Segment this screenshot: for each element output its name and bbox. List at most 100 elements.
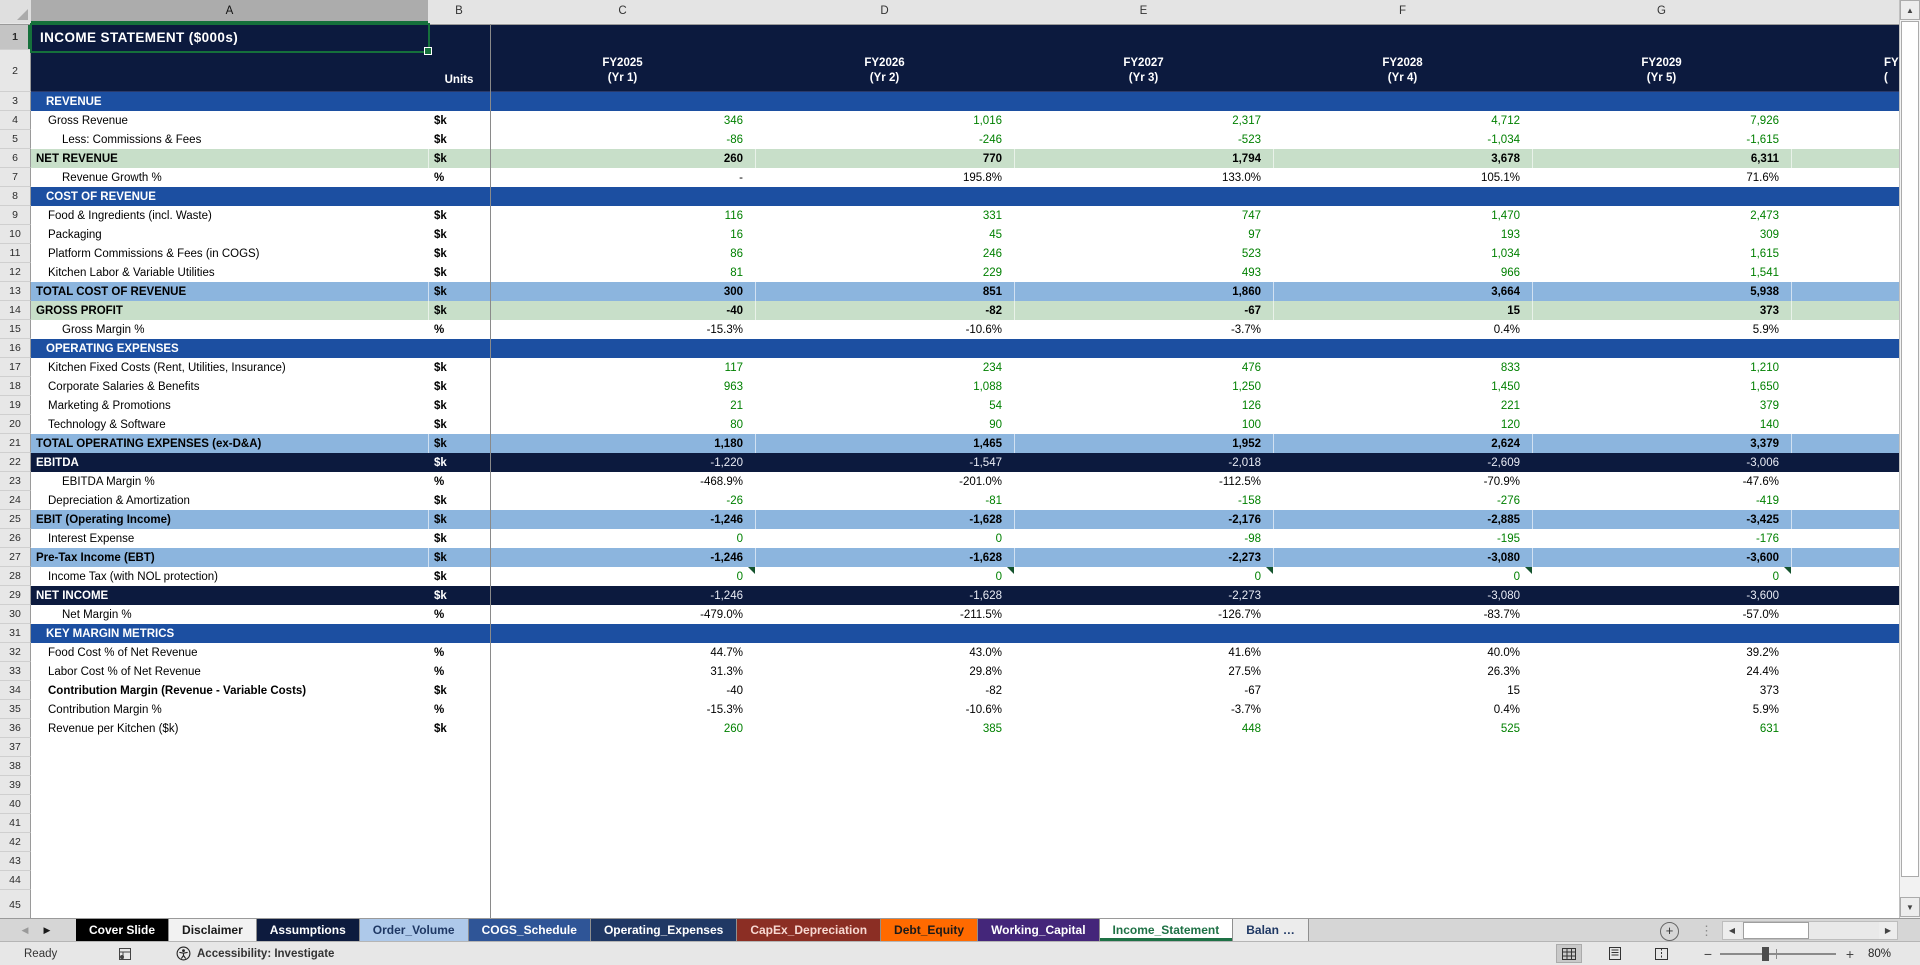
cell-G28[interactable]: 0 bbox=[1532, 567, 1791, 586]
cell-E30[interactable]: -126.7% bbox=[1218, 608, 1261, 621]
zoom-slider-track[interactable] bbox=[1720, 953, 1836, 955]
cell-F11[interactable]: 1,034 bbox=[1491, 247, 1520, 260]
cell-C17[interactable]: 117 bbox=[724, 361, 743, 374]
cell-F12[interactable]: 966 bbox=[1500, 266, 1520, 279]
row-label-5[interactable]: Less: Commissions & Fees bbox=[62, 133, 202, 146]
cell-C18[interactable]: 963 bbox=[723, 380, 743, 393]
cell-C23[interactable]: -468.9% bbox=[700, 475, 743, 488]
tab-scroll-right-icon[interactable]: ▶ bbox=[43, 924, 51, 935]
row-header-34[interactable]: 34 bbox=[0, 681, 31, 700]
cell-C29[interactable]: -1,246 bbox=[710, 589, 743, 602]
cell-F18[interactable]: 1,450 bbox=[1491, 380, 1520, 393]
cell-G26[interactable]: -176 bbox=[1755, 532, 1779, 545]
cell-E18[interactable]: 1,250 bbox=[1232, 380, 1261, 393]
row-header-8[interactable]: 8 bbox=[0, 187, 31, 206]
cell-B28[interactable]: $k bbox=[434, 570, 447, 583]
cell-B36[interactable]: $k bbox=[434, 722, 447, 735]
cell-C30[interactable]: -479.0% bbox=[700, 608, 743, 621]
cell-B13[interactable]: $k bbox=[434, 285, 447, 298]
column-header-D[interactable]: D bbox=[755, 0, 1015, 23]
cell-B12[interactable]: $k bbox=[434, 266, 447, 279]
row-label-25[interactable]: EBIT (Operating Income) bbox=[36, 513, 171, 526]
cell-D17[interactable]: 234 bbox=[982, 361, 1002, 374]
cell-D4[interactable]: 1,016 bbox=[973, 114, 1002, 127]
sheet-tab-operating-expenses[interactable]: Operating_Expenses bbox=[590, 919, 738, 941]
cell-F32[interactable]: 40.0% bbox=[1487, 646, 1520, 659]
row-header-43[interactable]: 43 bbox=[0, 852, 31, 871]
cell-F19[interactable]: 221 bbox=[1500, 399, 1520, 412]
cell-G36[interactable]: 631 bbox=[1759, 722, 1779, 735]
cell-F23[interactable]: -70.9% bbox=[1483, 475, 1520, 488]
cell-D3[interactable] bbox=[755, 92, 1014, 111]
cell-E35[interactable]: -3.7% bbox=[1230, 703, 1261, 716]
row-header-28[interactable]: 28 bbox=[0, 567, 31, 586]
row-label-29[interactable]: NET INCOME bbox=[36, 589, 109, 602]
cell-F14[interactable]: 15 bbox=[1507, 304, 1520, 317]
row-label-21[interactable]: TOTAL OPERATING EXPENSES (ex-D&A) bbox=[36, 437, 262, 450]
cell-D21[interactable]: 1,465 bbox=[973, 437, 1002, 450]
cell-D25[interactable]: -1,628 bbox=[969, 513, 1002, 526]
cell-B19[interactable]: $k bbox=[434, 399, 447, 412]
cell-E12[interactable]: 493 bbox=[1241, 266, 1261, 279]
cell-D35[interactable]: -10.6% bbox=[965, 703, 1002, 716]
column-header-C[interactable]: C bbox=[490, 0, 756, 23]
cell-B15[interactable]: % bbox=[434, 323, 445, 336]
cell-D20[interactable]: 90 bbox=[989, 418, 1002, 431]
vertical-scrollbar[interactable]: ▲ ▼ bbox=[1899, 0, 1920, 918]
row-label-22[interactable]: EBITDA bbox=[36, 456, 79, 469]
cell-F13[interactable]: 3,664 bbox=[1491, 285, 1520, 298]
row-label-30[interactable]: Net Margin % bbox=[62, 608, 132, 621]
cell-D14[interactable]: -82 bbox=[985, 304, 1002, 317]
cell-G27[interactable]: -3,600 bbox=[1746, 551, 1779, 564]
cell-F20[interactable]: 120 bbox=[1500, 418, 1520, 431]
cell-F34[interactable]: 15 bbox=[1507, 684, 1520, 697]
cell-E8[interactable] bbox=[1014, 187, 1273, 206]
row-label-7[interactable]: Revenue Growth % bbox=[62, 171, 162, 184]
cell-G29[interactable]: -3,600 bbox=[1746, 589, 1779, 602]
cell-D13[interactable]: 851 bbox=[982, 285, 1002, 298]
cell-D6[interactable]: 770 bbox=[982, 152, 1002, 165]
cell-C8[interactable] bbox=[490, 187, 755, 206]
cell-F5[interactable]: -1,034 bbox=[1487, 133, 1520, 146]
cell-C24[interactable]: -26 bbox=[726, 494, 743, 507]
cell-B30[interactable]: % bbox=[434, 608, 445, 621]
cell-E27[interactable]: -2,273 bbox=[1228, 551, 1261, 564]
cell-D5[interactable]: -246 bbox=[978, 133, 1002, 146]
cell-E31[interactable] bbox=[1014, 624, 1273, 643]
row-label-13[interactable]: TOTAL COST OF REVENUE bbox=[36, 285, 187, 298]
page-break-preview-button[interactable] bbox=[1648, 944, 1674, 963]
select-all-corner[interactable] bbox=[0, 0, 32, 23]
sheet-tab-disclaimer[interactable]: Disclaimer bbox=[169, 919, 257, 941]
cell-D24[interactable]: -81 bbox=[985, 494, 1002, 507]
row-label-8[interactable]: COST OF REVENUE bbox=[46, 190, 156, 203]
row-header-40[interactable]: 40 bbox=[0, 795, 31, 814]
cell-G32[interactable]: 39.2% bbox=[1746, 646, 1779, 659]
cell-C10[interactable]: 16 bbox=[730, 228, 743, 241]
row-header-36[interactable]: 36 bbox=[0, 719, 31, 738]
cell-period-header-FY2028[interactable]: FY2028 (Yr 4) bbox=[1273, 50, 1532, 92]
cell-C15[interactable]: -15.3% bbox=[706, 323, 743, 336]
sheet-tab-order-volume[interactable]: Order_Volume bbox=[359, 919, 469, 941]
cell-period-header-FY2027[interactable]: FY2027 (Yr 3) bbox=[1014, 50, 1273, 92]
cell-period-header-FY2026[interactable]: FY2026 (Yr 2) bbox=[755, 50, 1014, 92]
cell-A1[interactable]: INCOME STATEMENT ($000s) bbox=[40, 29, 239, 45]
row-label-3[interactable]: REVENUE bbox=[46, 95, 102, 108]
cell-B20[interactable]: $k bbox=[434, 418, 447, 431]
cell-F21[interactable]: 2,624 bbox=[1491, 437, 1520, 450]
cell-G35[interactable]: 5.9% bbox=[1752, 703, 1779, 716]
zoom-out-button[interactable]: − bbox=[1703, 945, 1713, 962]
cell-F9[interactable]: 1,470 bbox=[1491, 209, 1520, 222]
sheet-tab-debt-equity[interactable]: Debt_Equity bbox=[881, 919, 979, 941]
cell-C20[interactable]: 80 bbox=[730, 418, 743, 431]
cell-B9[interactable]: $k bbox=[434, 209, 447, 222]
cell-E13[interactable]: 1,860 bbox=[1232, 285, 1261, 298]
cell-F15[interactable]: 0.4% bbox=[1493, 323, 1520, 336]
cell-D34[interactable]: -82 bbox=[985, 684, 1002, 697]
cell-B24[interactable]: $k bbox=[434, 494, 447, 507]
cell-C31[interactable] bbox=[490, 624, 755, 643]
row-header-1[interactable]: 1 bbox=[0, 24, 31, 50]
row-label-16[interactable]: OPERATING EXPENSES bbox=[46, 342, 179, 355]
sheet-tab-assumptions[interactable]: Assumptions bbox=[256, 919, 360, 941]
cell-E5[interactable]: -523 bbox=[1237, 133, 1261, 146]
cell-B4[interactable]: $k bbox=[434, 114, 447, 127]
